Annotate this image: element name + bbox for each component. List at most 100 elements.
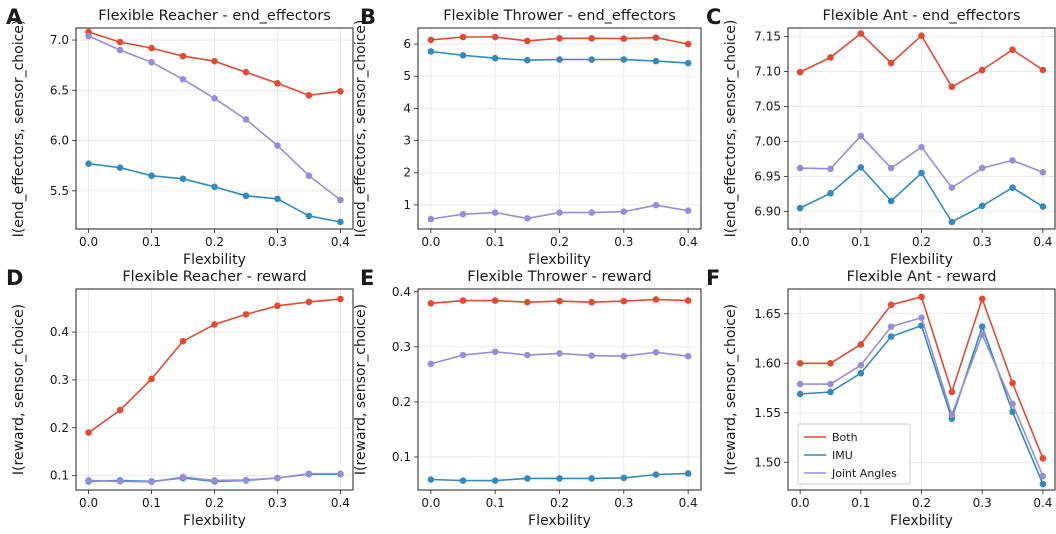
data-point	[556, 475, 563, 482]
data-point	[1009, 157, 1016, 164]
data-point	[1039, 455, 1047, 462]
y-tick-label: 7.10	[754, 64, 781, 78]
x-tick-label: 0.3	[268, 496, 287, 510]
y-tick-label: 1.65	[754, 307, 781, 321]
data-point	[918, 169, 925, 177]
chart-title: Flexible Thrower - reward	[467, 269, 651, 285]
data-point	[620, 208, 628, 215]
data-point	[652, 349, 660, 356]
data-point	[827, 165, 834, 173]
data-point	[684, 470, 692, 477]
data-point	[796, 390, 804, 398]
data-point	[796, 359, 804, 367]
data-point	[1009, 46, 1016, 54]
data-point	[556, 209, 563, 216]
y-tick-label: 0.4	[50, 325, 69, 339]
data-point	[524, 56, 531, 64]
data-point	[274, 195, 281, 203]
data-point	[491, 54, 499, 62]
y-tick-label: 7.05	[754, 99, 781, 113]
x-axis-label: Flexbility	[890, 513, 953, 529]
data-point	[85, 477, 92, 484]
data-point	[556, 297, 563, 305]
data-point	[620, 474, 628, 482]
data-point	[978, 331, 986, 338]
data-point	[524, 298, 531, 306]
data-point	[148, 44, 155, 52]
data-point	[337, 470, 344, 478]
data-point	[978, 164, 986, 172]
data-point	[305, 172, 313, 180]
data-point	[491, 477, 499, 484]
data-point	[459, 52, 467, 59]
data-point	[459, 210, 467, 218]
data-point	[1039, 203, 1047, 210]
data-point	[274, 79, 281, 87]
data-point	[620, 56, 628, 63]
data-point	[242, 192, 250, 200]
y-tick-label: 0.1	[50, 469, 69, 483]
x-tick-label: 0.0	[791, 496, 810, 510]
data-point	[796, 164, 804, 172]
data-point	[524, 37, 531, 45]
data-point	[148, 172, 155, 180]
data-point	[179, 175, 187, 183]
data-point	[427, 476, 435, 483]
x-tick-label: 0.0	[79, 496, 98, 510]
x-tick-label: 0.1	[851, 496, 870, 510]
x-tick-label: 0.2	[205, 235, 224, 249]
data-point	[1009, 408, 1016, 416]
plot-frame	[75, 288, 354, 491]
data-point	[556, 350, 563, 357]
y-axis-label: I(end_effectors, sensor_choice)	[723, 20, 739, 238]
data-point	[337, 218, 344, 226]
data-point	[684, 59, 692, 67]
x-tick-label: 0.0	[79, 235, 98, 249]
data-point	[588, 352, 595, 359]
data-point	[684, 207, 692, 214]
data-point	[524, 215, 531, 222]
panel-letter: A	[6, 5, 23, 29]
data-point	[491, 33, 499, 41]
data-point	[491, 297, 499, 304]
x-tick-label: 0.1	[142, 496, 161, 510]
data-point	[887, 197, 895, 205]
y-tick-label: 0.2	[392, 395, 411, 409]
plot-frame	[417, 27, 702, 230]
x-tick-label: 0.3	[614, 496, 633, 510]
x-tick-label: 0.2	[550, 496, 569, 510]
x-tick-label: 0.4	[331, 235, 350, 249]
y-axis-label: I(reward, sensor_choice)	[11, 304, 27, 475]
x-tick-label: 0.1	[142, 235, 161, 249]
x-tick-label: 0.1	[486, 235, 505, 249]
data-point	[274, 142, 281, 149]
chart-title: Flexible Thrower - end_effectors	[443, 8, 676, 24]
data-point	[148, 478, 155, 486]
x-axis-label: Flexbility	[528, 513, 591, 529]
data-point	[948, 388, 956, 396]
data-point	[588, 298, 595, 306]
chart-title: Flexible Ant - end_effectors	[822, 8, 1020, 24]
data-point	[796, 68, 804, 76]
data-point	[179, 473, 187, 481]
data-point	[684, 297, 692, 304]
y-tick-label: 6.0	[50, 134, 69, 148]
legend-label: IMU	[832, 449, 853, 462]
data-point	[827, 359, 834, 367]
data-point	[274, 302, 281, 310]
chart-title: Flexible Reacher - end_effectors	[98, 8, 331, 24]
data-point	[427, 360, 435, 368]
data-point	[588, 475, 595, 482]
data-point	[427, 48, 435, 55]
data-point	[918, 32, 925, 40]
panel-A: 0.0 0.1 0.2 0.3 0.4 5.5 6.0 6.5 7.0 Flexible Reac…	[6, 5, 354, 268]
legend: Both IMU Joint Angles	[797, 423, 911, 485]
data-point	[887, 164, 895, 172]
data-point	[857, 361, 865, 369]
y-tick-label: 1.60	[754, 356, 781, 370]
data-point	[179, 52, 187, 60]
data-point	[948, 83, 956, 91]
y-tick-label: 0.2	[50, 421, 69, 435]
x-axis-label: Flexbility	[183, 513, 246, 529]
data-point	[588, 56, 595, 63]
